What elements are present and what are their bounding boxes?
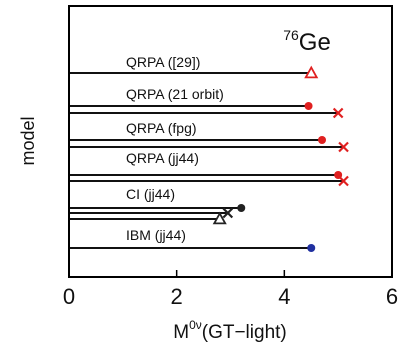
cross-marker	[338, 141, 349, 153]
model-label: QRPA (21 orbit)	[126, 86, 224, 102]
model-label: QRPA (fpg)	[126, 120, 197, 136]
x-tick-label-0: 0	[63, 284, 75, 309]
svg-text:76Ge: 76Ge	[283, 27, 331, 56]
model-group-0: QRPA ([29])	[69, 54, 319, 79]
x-axis-label-sup: 0ν	[189, 318, 202, 332]
x-axis-ticks: 0 2 4 6	[63, 270, 398, 309]
plot-layer: QRPA ([29]) QRPA (21 orbit) QRPA (fpg) QRPA…	[69, 54, 349, 252]
x-tick-label-1: 2	[171, 284, 183, 309]
circle-marker	[318, 136, 327, 144]
circle-marker	[237, 204, 246, 212]
model-label: QRPA ([29])	[126, 54, 200, 70]
cross-marker	[222, 207, 234, 219]
x-axis-label-base: M	[173, 322, 189, 343]
model-group-3: QRPA (jj44)	[69, 150, 349, 187]
model-group-4: CI (jj44)	[69, 186, 246, 225]
x-tick-label-2: 4	[278, 284, 290, 309]
model-group-1: QRPA (21 orbit)	[69, 86, 344, 119]
model-label: CI (jj44)	[126, 186, 175, 202]
cross-marker	[332, 107, 344, 119]
circle-marker	[307, 244, 316, 252]
model-label: IBM (jj44)	[126, 227, 186, 243]
circle-marker	[304, 102, 313, 110]
model-label: QRPA (jj44)	[126, 150, 199, 166]
nucleus-label: 76Ge	[283, 27, 331, 56]
cross-marker	[338, 175, 349, 187]
triangle-marker	[212, 211, 227, 225]
x-axis-label: M0ν(GT−light)	[173, 318, 287, 343]
x-axis-label-suffix: (GT−light)	[202, 322, 287, 343]
model-group-2: QRPA (fpg)	[69, 120, 349, 153]
x-tick-label-3: 6	[386, 284, 398, 309]
nucleus-symbol: Ge	[299, 29, 331, 56]
triangle-marker	[304, 65, 319, 79]
nucleus-mass-number: 76	[283, 27, 299, 43]
plot-frame	[68, 5, 393, 278]
model-group-5: IBM (jj44)	[69, 227, 316, 252]
y-axis-label: model	[18, 116, 38, 165]
